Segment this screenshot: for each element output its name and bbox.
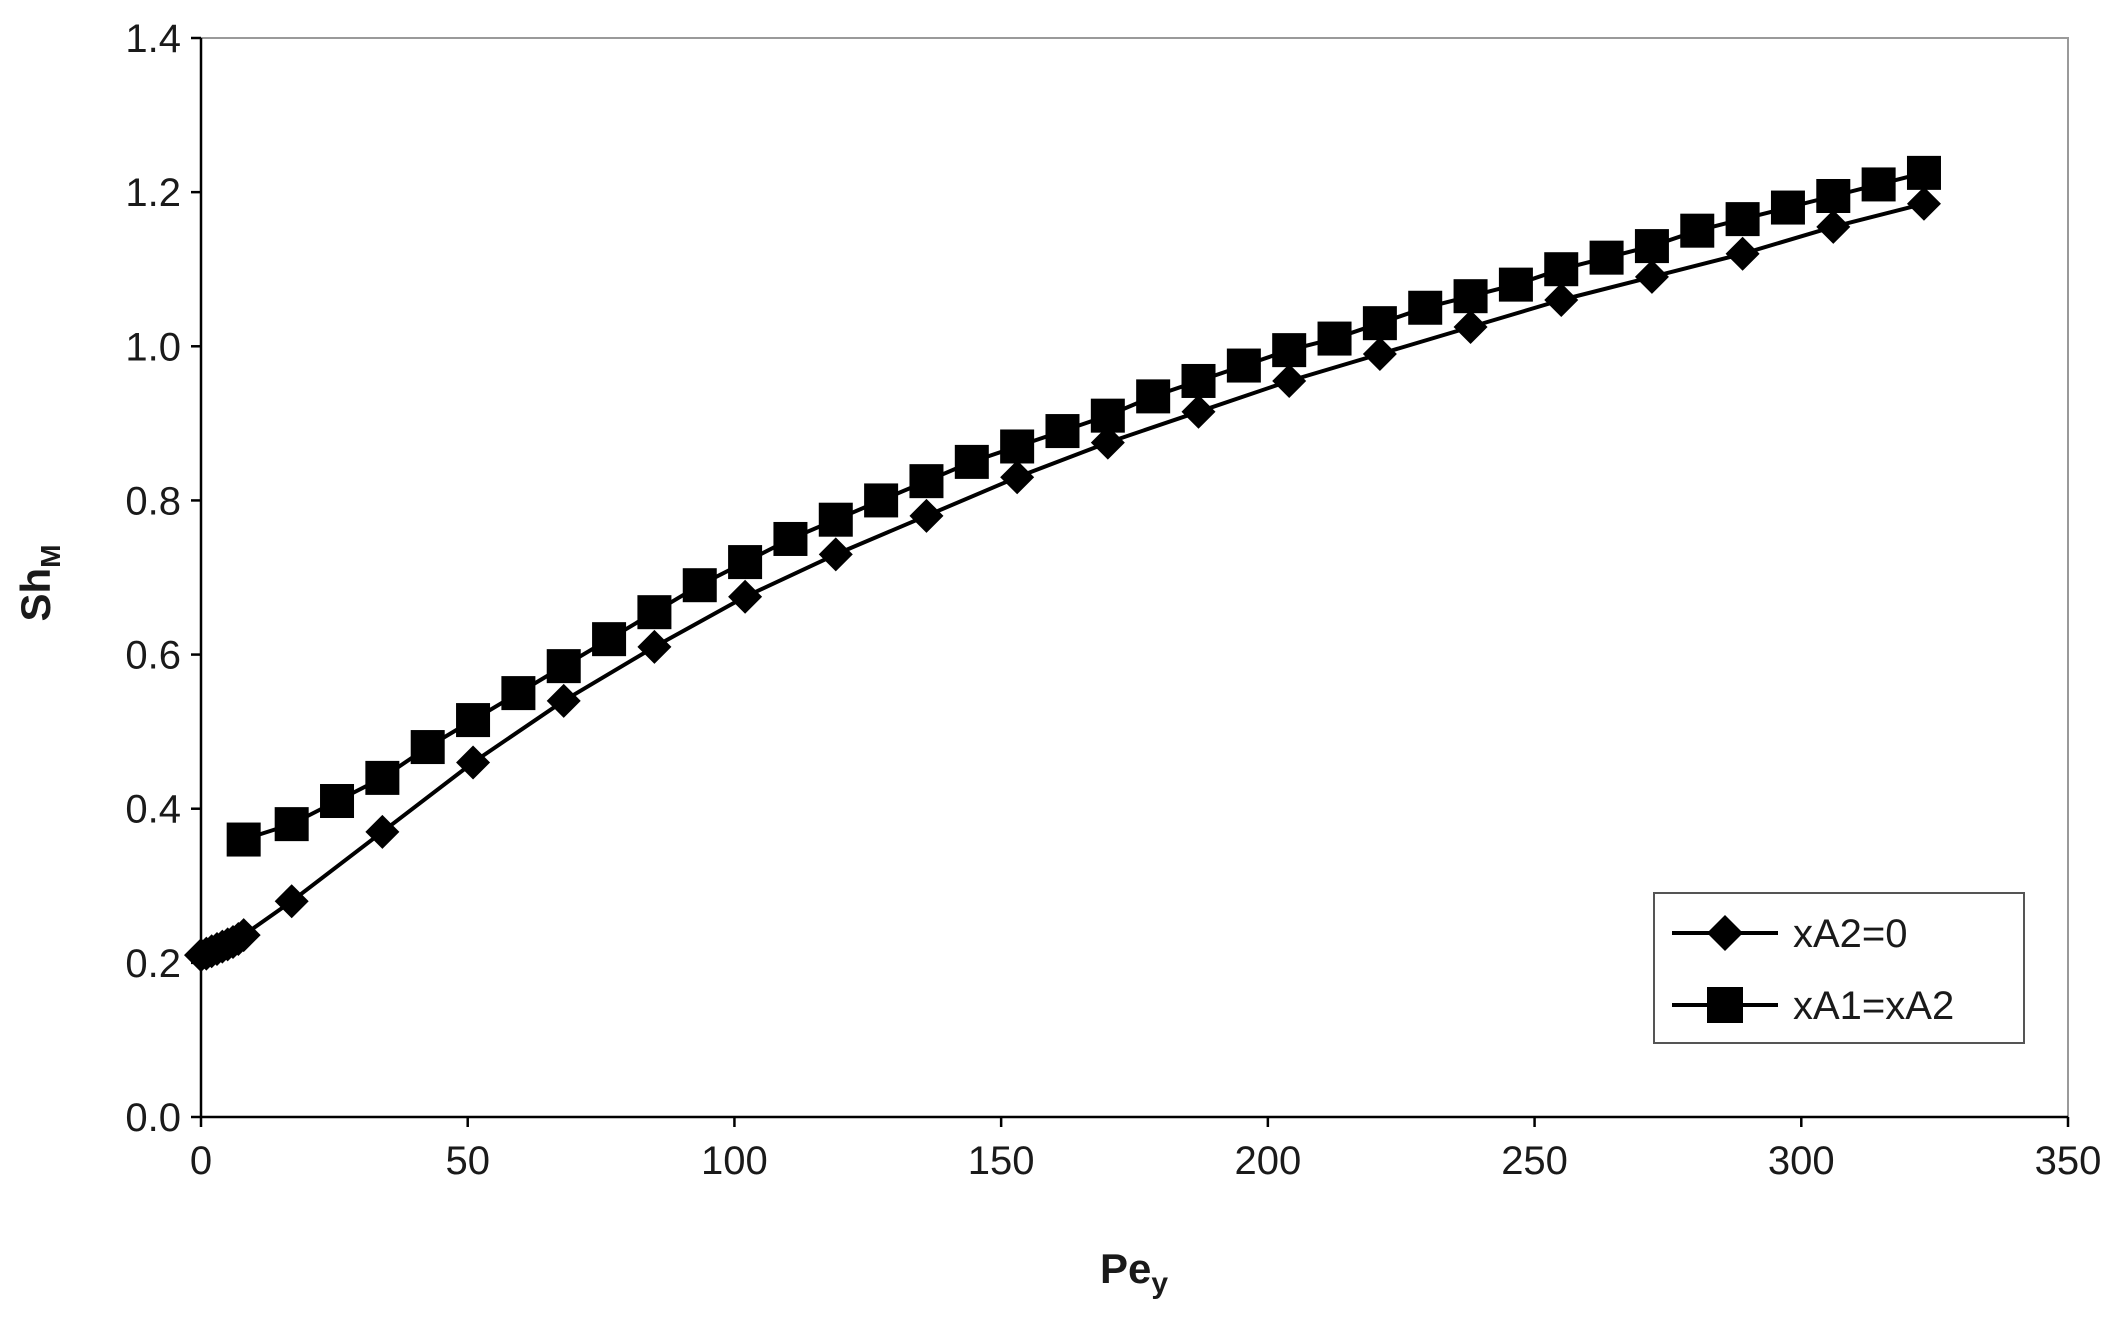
- data-point-diamond: [226, 918, 261, 953]
- data-point-diamond: [1453, 310, 1488, 345]
- data-point-diamond: [365, 814, 400, 849]
- data-point-diamond: [818, 537, 853, 572]
- y-tick-label: 0.8: [125, 479, 181, 523]
- data-point-square: [1816, 178, 1851, 213]
- x-axis-title-main: Pe: [1100, 1245, 1151, 1292]
- data-point-diamond: [274, 884, 309, 919]
- data-point-diamond: [1725, 236, 1760, 271]
- data-point-diamond: [1362, 336, 1397, 371]
- legend-square-marker: [1707, 987, 1743, 1023]
- data-point-diamond: [637, 629, 672, 664]
- data-point-diamond: [1181, 394, 1216, 429]
- x-tick-label: 150: [968, 1139, 1035, 1183]
- data-point-square: [864, 483, 899, 518]
- data-point-square: [1770, 190, 1805, 225]
- data-point-square: [1045, 414, 1080, 449]
- data-point-square: [1090, 398, 1125, 433]
- data-point-square: [682, 568, 717, 603]
- x-tick-label: 100: [701, 1139, 768, 1183]
- data-point-square: [1226, 348, 1261, 383]
- data-point-square: [818, 502, 853, 537]
- data-point-diamond: [456, 745, 491, 780]
- y-axis-title: ShM: [12, 545, 66, 622]
- data-point-diamond: [1816, 209, 1851, 244]
- legend-diamond-marker: [1707, 915, 1743, 951]
- data-point-square: [274, 807, 309, 842]
- data-point-square: [546, 649, 581, 684]
- x-tick-label: 0: [190, 1139, 212, 1183]
- data-point-square: [1725, 202, 1760, 237]
- data-point-diamond: [546, 683, 581, 718]
- data-point-square: [410, 730, 445, 765]
- data-point-square: [1317, 321, 1352, 356]
- data-point-diamond: [1544, 283, 1579, 318]
- data-point-square: [728, 545, 763, 580]
- data-point-square: [954, 444, 989, 479]
- x-tick-label: 350: [2035, 1139, 2102, 1183]
- data-point-square: [1544, 252, 1579, 287]
- data-point-square: [592, 622, 627, 657]
- y-tick-label: 0.2: [125, 942, 181, 986]
- x-axis-title-sub: y: [1151, 1267, 1168, 1300]
- data-point-square: [909, 464, 944, 499]
- x-tick-label: 300: [1768, 1139, 1835, 1183]
- data-point-square: [1362, 306, 1397, 341]
- data-point-diamond: [1000, 460, 1035, 495]
- y-tick-label: 0.4: [125, 788, 181, 832]
- legend-label-xA1-xA2: xA1=xA2: [1793, 984, 1954, 1028]
- data-point-square: [456, 703, 491, 738]
- x-tick-label: 200: [1234, 1139, 1301, 1183]
- series-layer: [184, 155, 1941, 973]
- y-tick-label: 0.6: [125, 634, 181, 678]
- data-point-square: [1136, 379, 1171, 414]
- data-point-square: [1000, 429, 1035, 464]
- x-axis-title: Pey: [1100, 1245, 1168, 1300]
- data-point-square: [1498, 267, 1533, 302]
- y-tick-label: 1.0: [125, 325, 181, 369]
- data-point-diamond: [1906, 186, 1941, 221]
- data-point-square: [1634, 229, 1669, 264]
- x-axis-ticks: 0 50 100 150 200 250 300 350: [190, 1117, 2102, 1183]
- data-point-diamond: [1090, 425, 1125, 460]
- y-tick-label: 1.2: [125, 171, 181, 215]
- data-point-square: [365, 760, 400, 795]
- data-point-diamond: [728, 579, 763, 614]
- data-point-square: [1906, 155, 1941, 190]
- y-tick-label: 0.0: [125, 1096, 181, 1140]
- data-point-diamond: [1272, 363, 1307, 398]
- data-point-square: [1589, 240, 1624, 275]
- y-axis-title-sub: M: [35, 545, 66, 568]
- data-point-square: [637, 595, 672, 630]
- y-tick-label: 1.4: [125, 17, 181, 61]
- data-point-square: [1272, 333, 1307, 368]
- x-tick-label: 50: [445, 1139, 490, 1183]
- data-point-square: [501, 676, 536, 711]
- data-point-square: [1181, 363, 1216, 398]
- data-point-square: [1408, 290, 1443, 325]
- y-axis-title-main: Sh: [12, 568, 59, 622]
- data-point-square: [1453, 279, 1488, 314]
- legend: xA2=0 xA1=xA2: [1653, 892, 2025, 1044]
- data-point-square: [320, 784, 355, 819]
- data-point-diamond: [909, 498, 944, 533]
- x-tick-label: 250: [1501, 1139, 1568, 1183]
- legend-label-xA2-0: xA2=0: [1793, 912, 1908, 956]
- data-point-square: [1861, 167, 1896, 202]
- data-point-square: [226, 822, 261, 857]
- data-point-diamond: [1634, 259, 1669, 294]
- y-axis-ticks: 0.0 0.2 0.4 0.6 0.8 1.0 1.2 1.4: [125, 17, 201, 1140]
- data-point-square: [773, 521, 808, 556]
- data-point-square: [1680, 213, 1715, 248]
